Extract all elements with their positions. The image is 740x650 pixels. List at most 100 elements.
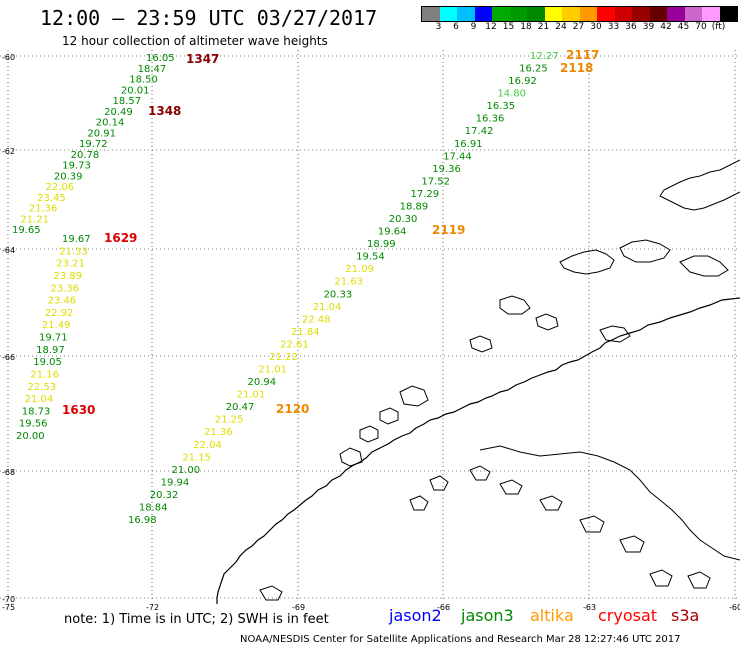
lat-label: -64 xyxy=(2,246,15,255)
pass-time-label: 2118 xyxy=(560,61,593,75)
lon-label: -75 xyxy=(2,603,15,612)
colorbar-swatch xyxy=(509,7,527,21)
swh-value: 16.98 xyxy=(128,515,157,526)
lat-label: -60 xyxy=(2,53,15,62)
lat-label: -66 xyxy=(2,353,15,362)
swh-value: 19.54 xyxy=(356,252,385,263)
colorbar-swatch xyxy=(579,7,597,21)
swh-value: 21.36 xyxy=(204,427,233,438)
swh-value: 21.04 xyxy=(25,394,54,405)
colorbar-swatch xyxy=(719,7,737,21)
swh-value: 18.50 xyxy=(129,75,158,86)
swh-value: 20.30 xyxy=(389,214,418,225)
swh-value: 16.05 xyxy=(146,53,175,64)
swh-value: 17.29 xyxy=(410,189,439,200)
colorbar-label: 18 xyxy=(520,22,532,32)
colorbar-swatch xyxy=(422,7,440,21)
swh-value: 20.01 xyxy=(121,85,150,96)
swh-value: 19.94 xyxy=(161,477,190,488)
pass-time-label: 2117 xyxy=(566,48,599,62)
footer-note: note: 1) Time is in UTC; 2) SWH is in fe… xyxy=(64,612,329,627)
swh-value: 21.15 xyxy=(182,452,211,463)
colorbar-swatch xyxy=(702,7,720,21)
swh-value: 18.89 xyxy=(400,201,429,212)
colorbar-swatch xyxy=(562,7,580,21)
swh-value: 16.92 xyxy=(508,76,537,87)
swh-value: 23.36 xyxy=(51,283,80,294)
swh-value: 12.27 xyxy=(530,51,559,62)
swh-value: 21.09 xyxy=(345,264,374,275)
colorbar-swatch xyxy=(684,7,702,21)
colorbar-swatch xyxy=(492,7,510,21)
colorbar-swatch xyxy=(457,7,475,21)
swh-value: 21.01 xyxy=(258,365,287,376)
swh-value: 18.99 xyxy=(367,239,396,250)
swh-value: 20.39 xyxy=(54,171,83,182)
satellite-legend-cryosat: cryosat xyxy=(598,606,658,625)
swh-value: 20.32 xyxy=(150,490,179,501)
colorbar-label: 33 xyxy=(607,22,620,32)
swh-value: 16.91 xyxy=(454,139,483,150)
colorbar-label: 45 xyxy=(677,22,690,32)
swh-value: 22.04 xyxy=(193,440,222,451)
swh-value: 18.97 xyxy=(36,345,65,356)
swh-value: 16.36 xyxy=(476,114,505,125)
satellite-legend-s3a: s3a xyxy=(671,606,700,625)
colorbar-swatch xyxy=(614,7,632,21)
colorbar-swatch xyxy=(527,7,545,21)
lat-label: -62 xyxy=(2,147,15,156)
colorbar-swatch xyxy=(632,7,650,21)
swh-value: 19.73 xyxy=(62,161,91,172)
lat-label: -68 xyxy=(2,468,15,477)
swh-value: 18.47 xyxy=(138,64,167,75)
colorbar-swatch xyxy=(474,7,492,21)
swh-value: 23.46 xyxy=(48,296,77,307)
swh-value: 19.56 xyxy=(19,419,48,430)
swh-value: 18.84 xyxy=(139,502,168,513)
swh-value: 22.48 xyxy=(302,314,331,325)
swh-value: 21.25 xyxy=(215,415,244,426)
swh-value: 20.49 xyxy=(104,107,133,118)
swh-value: 21.49 xyxy=(42,320,71,331)
swh-value: 17.52 xyxy=(421,176,450,187)
swh-value: 20.78 xyxy=(71,150,100,161)
swh-value: 20.00 xyxy=(16,431,45,442)
pass-time-label: 2120 xyxy=(276,402,309,416)
track-values: 16.0518.4718.5020.0118.5720.4920.1420.91… xyxy=(12,51,559,526)
colorbar-swatch xyxy=(667,7,685,21)
swh-value: 21.22 xyxy=(269,352,298,363)
colorbar-swatch xyxy=(439,7,457,21)
colorbar-label: 24 xyxy=(555,22,567,32)
colorbar-label: 12 xyxy=(485,22,497,32)
swh-value: 22.61 xyxy=(280,339,309,350)
lat-label: -70 xyxy=(2,595,15,604)
colorbar-label: 42 xyxy=(660,22,672,32)
swh-value: 22.53 xyxy=(28,382,57,393)
colorbar-swatch xyxy=(544,7,562,21)
satellite-legend-altika: altika xyxy=(530,606,574,625)
swh-value: 19.65 xyxy=(12,225,41,236)
swh-value: 21.00 xyxy=(171,465,200,476)
swh-value: 20.33 xyxy=(324,289,353,300)
map-grid xyxy=(0,50,740,600)
colorbar-label: 21 xyxy=(537,22,550,32)
swh-value: 20.91 xyxy=(87,128,116,139)
map-title: 12:00 – 23:59 UTC 03/27/2017 xyxy=(40,6,378,30)
satellite-legend-jason3: jason3 xyxy=(461,606,514,625)
colorbar-swatch xyxy=(649,7,667,21)
swh-value: 18.73 xyxy=(22,406,51,417)
swh-value: 19.64 xyxy=(378,227,407,238)
pass-time-label: 1347 xyxy=(186,52,219,66)
pass-time-label: 1348 xyxy=(148,104,181,118)
swh-value: 21.36 xyxy=(29,204,58,215)
coastline-islands xyxy=(259,159,740,601)
lon-label: -72 xyxy=(146,603,159,612)
map-subtitle: 12 hour collection of altimeter wave hei… xyxy=(62,34,328,48)
swh-value: 21.33 xyxy=(59,246,88,257)
swh-value: 23.21 xyxy=(56,259,85,270)
swh-value: 19.67 xyxy=(62,234,91,245)
swh-value: 23.89 xyxy=(53,271,82,282)
colorbar xyxy=(421,6,738,22)
